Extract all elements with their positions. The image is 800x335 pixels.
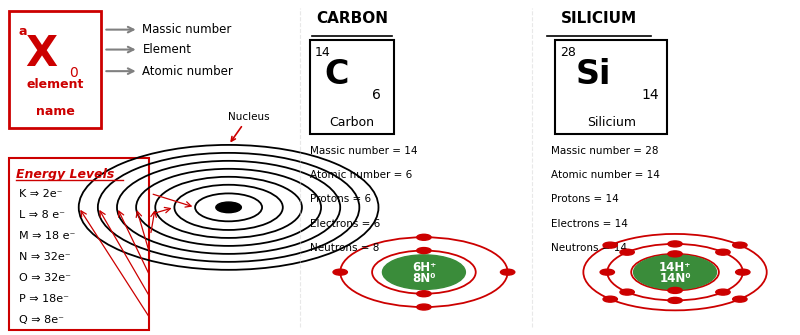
Circle shape (382, 255, 466, 289)
Text: Silicium: Silicium (586, 116, 636, 129)
Circle shape (668, 287, 682, 293)
Text: 14N⁰: 14N⁰ (659, 272, 691, 285)
Text: Atomic number: Atomic number (142, 65, 234, 78)
Circle shape (600, 269, 614, 275)
Circle shape (733, 296, 747, 302)
Text: Atomic number = 6: Atomic number = 6 (310, 170, 412, 180)
Text: element: element (26, 78, 84, 91)
Circle shape (333, 269, 347, 275)
Circle shape (733, 242, 747, 248)
Circle shape (634, 255, 717, 289)
FancyBboxPatch shape (555, 40, 667, 134)
Text: L ⇒ 8 e⁻: L ⇒ 8 e⁻ (19, 210, 65, 220)
Text: Element: Element (142, 43, 191, 56)
Text: Electrons = 6: Electrons = 6 (310, 219, 380, 229)
Text: a: a (19, 25, 27, 38)
Text: Si: Si (575, 58, 610, 91)
Circle shape (417, 234, 431, 240)
Circle shape (620, 289, 634, 295)
FancyBboxPatch shape (10, 11, 101, 128)
Text: C: C (324, 58, 349, 91)
Circle shape (216, 202, 242, 213)
Text: 14: 14 (314, 46, 330, 59)
Text: X: X (26, 33, 58, 75)
Text: Energy Levels: Energy Levels (16, 168, 114, 181)
Text: Protons = 14: Protons = 14 (551, 194, 619, 204)
Circle shape (668, 297, 682, 304)
Circle shape (736, 269, 750, 275)
Text: Massic number = 14: Massic number = 14 (310, 146, 418, 156)
Text: Atomic number = 14: Atomic number = 14 (551, 170, 660, 180)
Text: 28: 28 (560, 46, 576, 59)
Circle shape (603, 296, 618, 302)
Circle shape (716, 249, 730, 255)
FancyBboxPatch shape (10, 157, 149, 330)
Text: 8N⁰: 8N⁰ (412, 272, 436, 285)
Text: N ⇒ 32e⁻: N ⇒ 32e⁻ (19, 252, 70, 262)
Text: Protons = 6: Protons = 6 (310, 194, 371, 204)
Text: Nucleus: Nucleus (228, 112, 270, 141)
Text: O ⇒ 32e⁻: O ⇒ 32e⁻ (19, 273, 71, 283)
Circle shape (501, 269, 515, 275)
Text: Massic number = 28: Massic number = 28 (551, 146, 659, 156)
Text: 14H⁺: 14H⁺ (659, 261, 691, 274)
Circle shape (417, 248, 431, 254)
Circle shape (603, 242, 618, 248)
Text: 14: 14 (642, 88, 659, 102)
Text: Electrons = 14: Electrons = 14 (551, 219, 628, 229)
Text: 0: 0 (69, 66, 78, 80)
Text: Neutrons = 14: Neutrons = 14 (551, 243, 627, 253)
Circle shape (668, 251, 682, 257)
Text: Massic number: Massic number (142, 23, 232, 36)
Text: name: name (36, 105, 74, 118)
Text: P ⇒ 18e⁻: P ⇒ 18e⁻ (19, 294, 69, 304)
Text: 6: 6 (372, 88, 381, 102)
Text: Neutrons = 8: Neutrons = 8 (310, 243, 379, 253)
Text: 6H⁺: 6H⁺ (412, 261, 436, 274)
Text: CARBON: CARBON (316, 11, 388, 26)
Circle shape (417, 304, 431, 310)
Text: Q ⇒ 8e⁻: Q ⇒ 8e⁻ (19, 315, 64, 325)
Text: M ⇒ 18 e⁻: M ⇒ 18 e⁻ (19, 231, 75, 241)
FancyBboxPatch shape (310, 40, 394, 134)
Circle shape (417, 291, 431, 297)
Circle shape (668, 241, 682, 247)
Circle shape (716, 289, 730, 295)
Text: Carbon: Carbon (330, 116, 374, 129)
Text: SILICIUM: SILICIUM (562, 11, 638, 26)
Circle shape (620, 249, 634, 255)
Text: K ⇒ 2e⁻: K ⇒ 2e⁻ (19, 189, 62, 199)
